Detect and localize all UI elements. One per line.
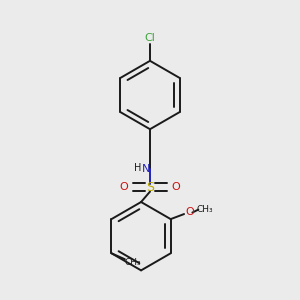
Text: O: O [185, 207, 194, 217]
Text: N: N [142, 164, 150, 174]
Text: CH₃: CH₃ [197, 205, 214, 214]
Text: S: S [146, 181, 154, 194]
Text: O: O [172, 182, 181, 192]
Text: CH₃: CH₃ [125, 258, 142, 267]
Text: H: H [134, 164, 141, 173]
Text: Cl: Cl [145, 33, 155, 43]
Text: O: O [119, 182, 128, 192]
